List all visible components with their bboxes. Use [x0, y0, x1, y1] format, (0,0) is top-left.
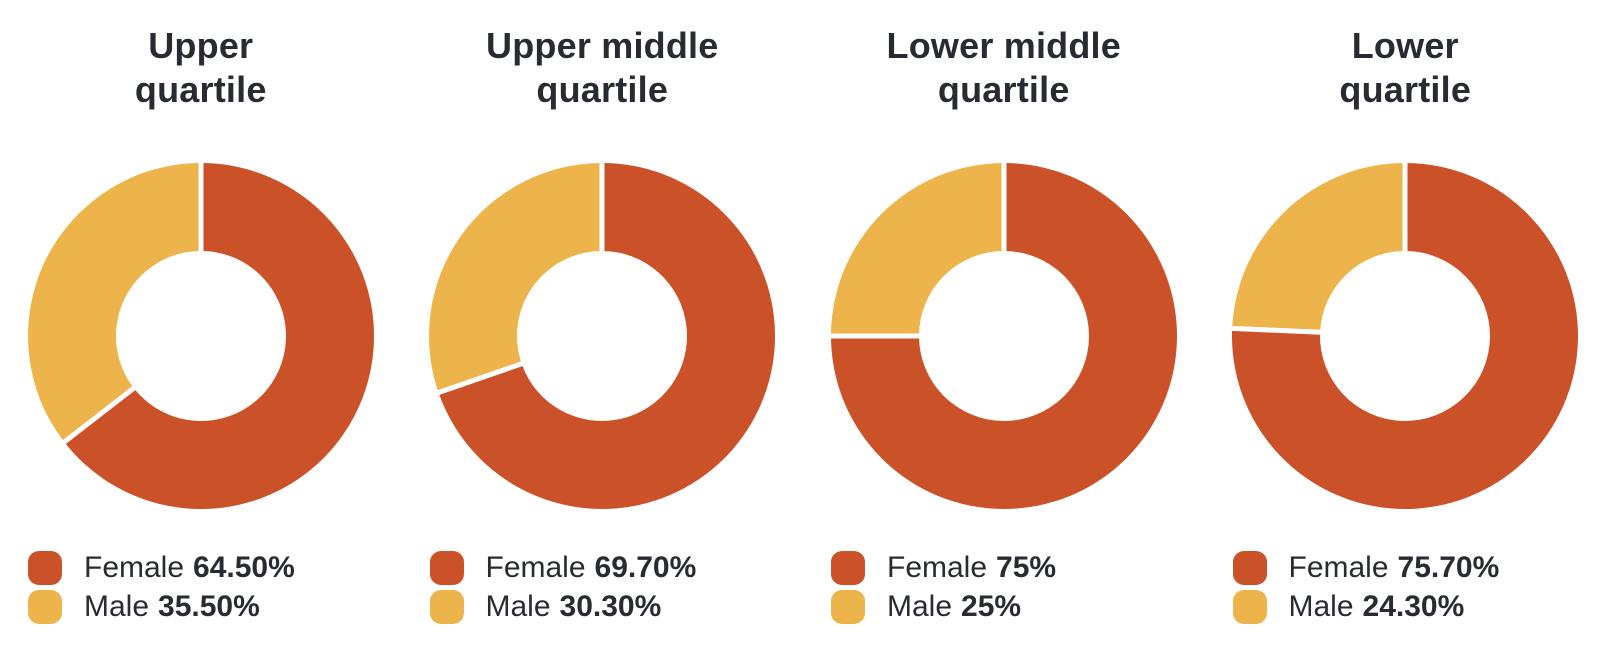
slice-separator [1231, 325, 1406, 339]
female-swatch-icon [429, 551, 464, 585]
pie-slice-female [830, 163, 1177, 509]
chart-legend: Female 75% Male 25% [831, 551, 1056, 624]
legend-value: 25% [961, 590, 1022, 623]
pie-slice-male [27, 163, 201, 443]
legend-row-male: Male 30.30% [429, 590, 697, 624]
pie-slice-male [1232, 163, 1406, 333]
legend-label: Female [1288, 551, 1389, 584]
chart-title: Lower quartile [1339, 25, 1472, 110]
female-swatch-icon [1232, 551, 1267, 585]
chart-legend: Female 64.50% Male 35.50% [28, 551, 295, 624]
male-swatch-icon [1232, 590, 1267, 624]
legend-row-female: Female 75% [831, 551, 1056, 585]
chart-title: Lower middle quartile [886, 25, 1121, 110]
legend-value: 75% [996, 551, 1057, 584]
donut-chart [27, 162, 374, 509]
pie-slice-male [830, 163, 1004, 336]
legend-value: 64.50% [193, 551, 295, 584]
legend-label: Male [485, 590, 551, 623]
legend-value: 75.70% [1397, 551, 1500, 584]
chart-legend: Female 75.70% Male 24.30% [1232, 551, 1500, 624]
male-swatch-icon [831, 590, 865, 624]
legend-label: Male [887, 590, 953, 623]
pie-slice-male [429, 162, 603, 393]
chart-title: Upper middle quartile [486, 25, 719, 110]
pie-slice-female [1232, 163, 1579, 510]
chart-legend: Female 69.70% Male 30.30% [429, 551, 697, 624]
slice-separator [61, 334, 203, 445]
male-swatch-icon [28, 590, 62, 624]
slice-separator [436, 333, 604, 396]
legend-value: 24.30% [1362, 590, 1465, 623]
chart-column-upper-quartile: Upper quartile Female 64.50% Male 35.50% [0, 0, 402, 663]
donut-chart [429, 162, 776, 509]
legend-row-male: Male 25% [831, 590, 1056, 624]
legend-row-female: Female 75.70% [1232, 551, 1500, 585]
female-swatch-icon [831, 551, 865, 585]
legend-value: 30.30% [559, 590, 662, 623]
legend-row-female: Female 69.70% [429, 551, 697, 585]
chart-title: Upper quartile [134, 25, 267, 110]
male-swatch-icon [429, 590, 464, 624]
chart-column-upper-middle-quartile: Upper middle quartile Female 69.70% Male 3… [402, 0, 804, 663]
legend-label: Male [84, 590, 150, 623]
legend-label: Female [84, 551, 185, 584]
pie-slice-female [64, 163, 374, 509]
chart-column-lower-middle-quartile: Lower middle quartile Female 75% Male 25% [803, 0, 1205, 663]
donut-chart [829, 162, 1177, 509]
legend-row-male: Male 35.50% [28, 590, 295, 624]
female-swatch-icon [28, 551, 62, 585]
legend-row-female: Female 64.50% [28, 551, 295, 585]
legend-row-male: Male 24.30% [1232, 590, 1500, 624]
legend-value: 69.70% [594, 551, 697, 584]
legend-label: Female [887, 551, 988, 584]
donut-chart [1231, 162, 1579, 510]
legend-label: Male [1288, 590, 1354, 623]
chart-column-lower-quartile: Lower quartile Female 75.70% Male 24.30% [1205, 0, 1606, 663]
pie-slice-female [438, 163, 776, 509]
legend-value: 35.50% [158, 590, 260, 623]
legend-label: Female [485, 551, 586, 584]
